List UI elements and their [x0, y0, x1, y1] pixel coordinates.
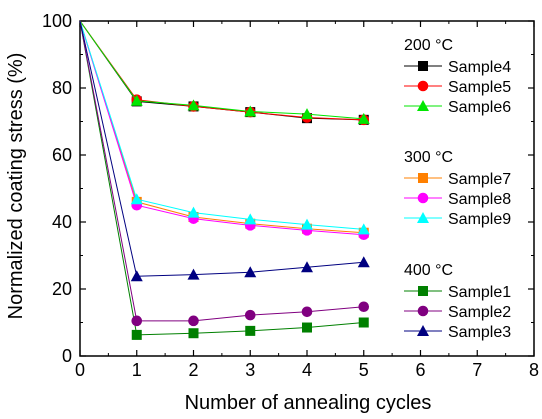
legend-item: Sample8 [404, 191, 511, 208]
data-point [130, 94, 143, 106]
y-tick-label: 60 [52, 145, 72, 165]
legend-swatch-marker [417, 325, 429, 336]
legend-group: 400 °C Sample1 Sample2 Sample3 [404, 262, 511, 341]
legend-swatch-marker [418, 173, 428, 183]
legend-item: Sample2 [404, 304, 511, 321]
series-sample5 [79, 20, 370, 126]
y-axis: 0 20 40 60 80 100 [42, 11, 534, 366]
x-tick-label: 3 [245, 360, 255, 380]
legend-group-title: 200 °C [404, 37, 453, 54]
data-point [187, 268, 200, 280]
series-line [79, 20, 364, 277]
legend-item: Sample3 [404, 324, 511, 341]
series-sample6 [79, 20, 370, 124]
x-axis: 0 1 2 3 4 5 6 7 8 [75, 21, 539, 380]
data-point [187, 206, 200, 218]
data-point [302, 322, 312, 333]
y-tick-label: 0 [62, 346, 72, 366]
series-layer [79, 20, 370, 340]
data-point [244, 266, 257, 278]
data-point [245, 325, 256, 336]
data-point [357, 256, 370, 268]
data-point [301, 306, 313, 318]
data-point [301, 261, 313, 273]
series-line [79, 20, 364, 230]
series-line [79, 20, 364, 121]
legend-label: Sample5 [448, 79, 511, 96]
data-point [358, 301, 370, 313]
legend-group-title: 300 °C [404, 149, 453, 166]
x-tick-label: 7 [472, 360, 482, 380]
legend-item: Sample1 [404, 284, 511, 301]
y-axis-label: Normalized coating stress (%) [5, 53, 27, 320]
legend-label: Sample7 [448, 171, 511, 188]
legend-item: Sample7 [404, 171, 511, 188]
series-line [79, 20, 364, 121]
legend-item: Sample9 [404, 211, 511, 228]
x-tick-label: 4 [302, 360, 312, 380]
legend-label: Sample6 [448, 99, 511, 116]
y-tick-label: 40 [52, 212, 72, 232]
x-tick-label: 5 [359, 360, 369, 380]
data-point [244, 105, 257, 117]
y-tick-label: 100 [42, 11, 72, 31]
data-point [188, 315, 199, 327]
x-tick-label: 0 [75, 360, 85, 380]
series-sample9 [79, 20, 370, 235]
legend-swatch-marker [417, 192, 429, 204]
x-tick-label: 1 [132, 360, 142, 380]
legend-item: Sample6 [404, 99, 511, 116]
data-point [244, 213, 257, 225]
legend-item: Sample5 [404, 79, 511, 96]
legend: 200 °C Sample4 Sample5 Sample6 300 °C Sample7… [404, 37, 511, 341]
data-point [187, 99, 200, 111]
series-line [79, 20, 364, 322]
y-tick-label: 80 [52, 78, 72, 98]
series-sample1 [79, 20, 369, 340]
legend-label: Sample8 [448, 191, 511, 208]
y-tick-label: 20 [52, 279, 72, 299]
series-sample3 [79, 20, 370, 282]
legend-swatch-marker [417, 305, 429, 317]
data-point [357, 223, 370, 235]
series-sample7 [79, 20, 369, 238]
series-sample8 [79, 20, 370, 241]
legend-label: Sample4 [448, 59, 511, 76]
data-point [357, 112, 370, 124]
data-point [131, 329, 142, 340]
data-point [358, 317, 369, 328]
data-point [131, 315, 143, 327]
series-line [79, 20, 364, 120]
legend-swatch-marker [418, 286, 428, 296]
data-point [301, 218, 313, 230]
series-line [79, 20, 364, 336]
x-tick-label: 2 [188, 360, 198, 380]
legend-group: 200 °C Sample4 Sample5 Sample6 [404, 37, 511, 116]
legend-label: Sample9 [448, 211, 511, 228]
legend-label: Sample3 [448, 324, 511, 341]
x-tick-label: 6 [415, 360, 425, 380]
data-point [301, 108, 313, 120]
x-axis-label: Number of annealing cycles [185, 392, 432, 414]
x-tick-label: 8 [529, 360, 539, 380]
legend-swatch-marker [417, 100, 429, 111]
series-sample2 [79, 20, 370, 327]
legend-group-title: 400 °C [404, 262, 453, 279]
series-line [79, 20, 364, 236]
legend-swatch-marker [417, 80, 429, 92]
data-point [188, 328, 199, 339]
data-point [244, 309, 256, 321]
legend-label: Sample1 [448, 284, 511, 301]
data-point [130, 193, 143, 205]
legend-swatch-marker [418, 61, 428, 71]
series-line [79, 20, 364, 234]
legend-group: 300 °C Sample7 Sample8 Sample9 [404, 149, 511, 228]
legend-item: Sample4 [404, 59, 511, 76]
legend-swatch-marker [417, 212, 429, 223]
legend-label: Sample2 [448, 304, 511, 321]
data-point [130, 270, 143, 282]
